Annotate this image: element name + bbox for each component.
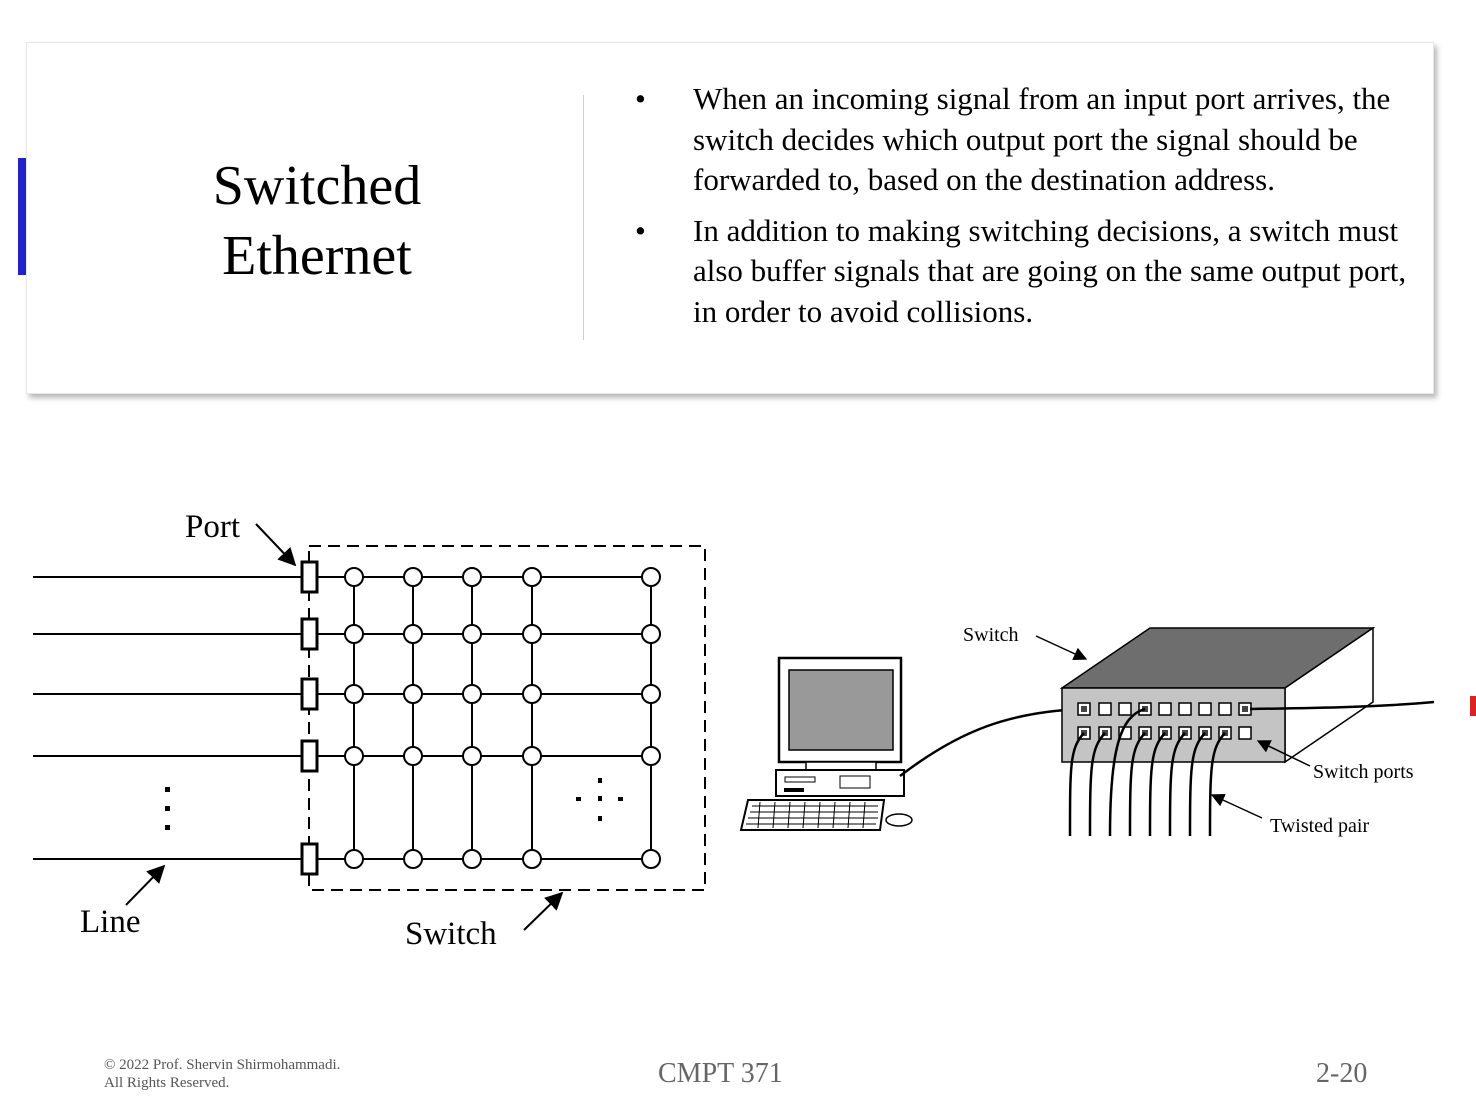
copyright-line-2: All Rights Reserved. xyxy=(104,1075,230,1091)
bullet-dot: • xyxy=(635,212,646,248)
header-divider xyxy=(583,95,584,340)
grid-ellipsis xyxy=(576,778,623,821)
vertical-ellipsis xyxy=(165,787,170,830)
bullet-item: • In addition to making switching decisi… xyxy=(633,211,1413,333)
computer-icon xyxy=(739,656,913,831)
footer-course: CMPT 371 xyxy=(658,1058,783,1089)
twisted-pair-arrow xyxy=(1210,793,1263,819)
copyright-line-1: © 2022 Prof. Shervin Shirmohammadi. xyxy=(104,1057,341,1073)
slide-title: Switched Ethernet xyxy=(157,151,477,291)
line-label: Line xyxy=(80,904,140,940)
port-arrow xyxy=(255,523,297,567)
line-arrow xyxy=(125,864,166,906)
bullet-dot: • xyxy=(635,81,646,116)
page-number: 2-20 xyxy=(1316,1058,1368,1089)
port-label: Port xyxy=(185,509,240,545)
computer-cable xyxy=(899,707,1083,777)
input-lines xyxy=(33,576,302,860)
title-line-2: Ethernet xyxy=(222,225,412,287)
port-boxes xyxy=(300,560,319,876)
monitor-screen xyxy=(788,669,894,751)
bullet-list: • When an incoming signal from an input … xyxy=(633,79,1413,342)
mouse xyxy=(885,813,913,827)
crossbar-diagram: Port Line Switch xyxy=(33,509,706,952)
bullet-text: When an incoming signal from an input po… xyxy=(693,81,1391,197)
slide-accent-mark xyxy=(1470,696,1476,716)
crossbar-horizontal-buses xyxy=(316,576,651,860)
monitor-stand xyxy=(805,761,877,771)
bullet-text: In addition to making switching decision… xyxy=(693,212,1407,329)
crossbar-vertical-buses xyxy=(353,577,652,859)
header-card: Switched Ethernet • When an incoming sig… xyxy=(26,42,1434,394)
title-line-1: Switched xyxy=(212,155,422,217)
switch-ports-arrow xyxy=(1256,740,1311,767)
keyboard-keys xyxy=(746,801,878,829)
footer-copyright: © 2022 Prof. Shervin Shirmohammadi. All … xyxy=(104,1056,340,1092)
switch-ports-label: Switch ports xyxy=(1313,761,1414,783)
twisted-pair-cables xyxy=(1068,700,1435,837)
switch-label: Switch xyxy=(405,916,497,952)
crosspoints xyxy=(344,567,661,869)
switch-arrow xyxy=(523,891,564,931)
right-switch-label: Switch xyxy=(963,624,1019,646)
bullet-item: • When an incoming signal from an input … xyxy=(633,79,1413,201)
switch-front xyxy=(1061,687,1286,763)
switch-boundary xyxy=(308,545,706,891)
keyboard xyxy=(739,799,886,831)
twisted-pair-label: Twisted pair xyxy=(1270,815,1369,837)
right-switch-arrow xyxy=(1035,635,1088,661)
